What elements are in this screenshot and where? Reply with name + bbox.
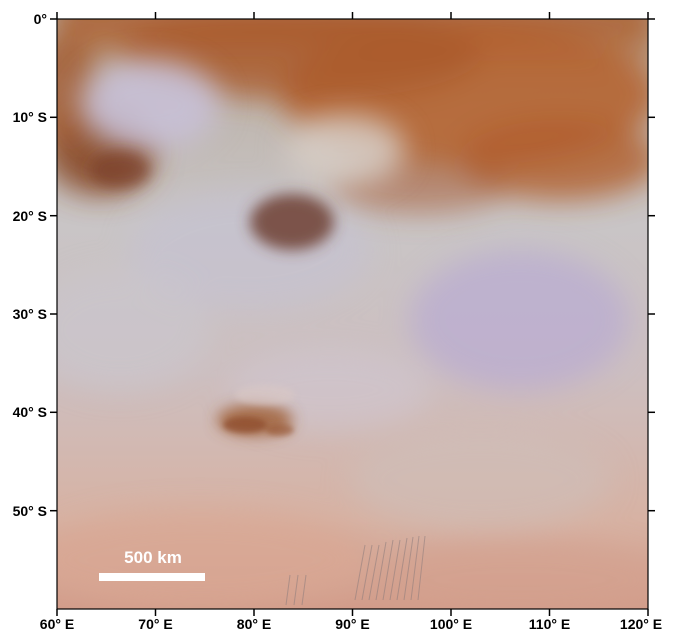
lon-label: 120° E: [620, 616, 662, 632]
axis-ticks: [50, 12, 655, 616]
lon-label: 90° E: [335, 616, 369, 632]
lat-label: 20° S: [13, 208, 47, 224]
latitude-labels: 0° 10° S 20° S 30° S 40° S 50° S: [13, 11, 47, 519]
scale-bar-line: [99, 573, 205, 581]
lon-label: 80° E: [237, 616, 271, 632]
longitude-labels: 60° E 70° E 80° E 90° E 100° E 110° E 12…: [40, 616, 662, 632]
lon-label: 60° E: [40, 616, 74, 632]
lat-label: 0°: [34, 11, 47, 27]
lat-label: 30° S: [13, 306, 47, 322]
map-imagery: [57, 19, 648, 609]
lon-label: 110° E: [529, 616, 570, 632]
lon-label: 70° E: [138, 616, 172, 632]
lat-label: 40° S: [13, 404, 47, 420]
imaging-artifact-lines: [285, 535, 426, 606]
scale-bar: 500 km: [99, 548, 205, 581]
lat-label: 10° S: [13, 109, 47, 125]
lat-label: 50° S: [13, 503, 47, 519]
scale-bar-label: 500 km: [124, 548, 182, 567]
lon-label: 100° E: [430, 616, 472, 632]
